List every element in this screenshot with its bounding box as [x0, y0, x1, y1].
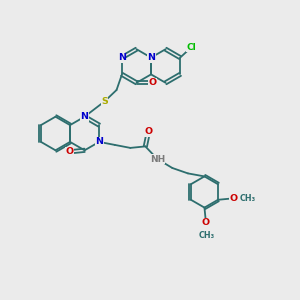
Text: S: S: [101, 97, 108, 106]
Text: O: O: [65, 147, 74, 156]
Text: N: N: [95, 137, 103, 146]
Text: N: N: [147, 53, 155, 62]
Text: CH₃: CH₃: [240, 194, 256, 203]
Text: N: N: [81, 112, 88, 121]
Text: Cl: Cl: [187, 43, 196, 52]
Text: O: O: [144, 128, 152, 136]
Text: O: O: [230, 194, 238, 203]
Text: O: O: [202, 218, 210, 227]
Text: N: N: [118, 53, 126, 62]
Text: O: O: [148, 78, 156, 87]
Text: NH: NH: [150, 154, 165, 164]
Text: CH₃: CH₃: [199, 231, 215, 240]
